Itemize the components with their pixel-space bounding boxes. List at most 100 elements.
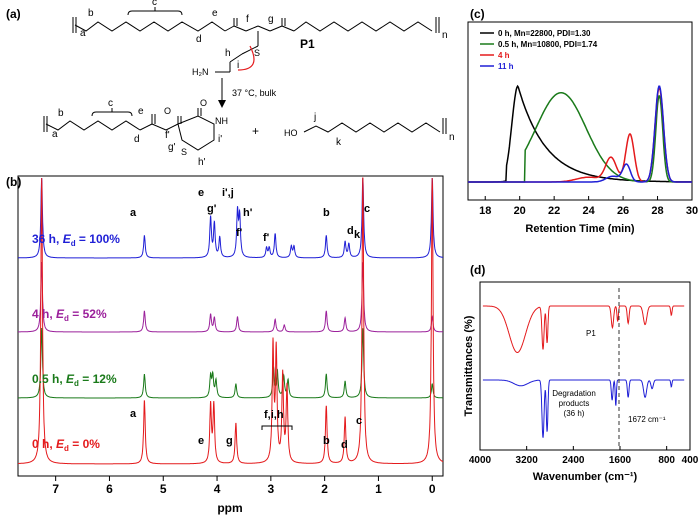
peak-g-36h: g' — [207, 203, 217, 215]
label-f-bottom: f' — [165, 130, 170, 141]
gpc-x-label: Retention Time (min) — [525, 223, 635, 235]
ftir-tick-label: 400 — [682, 455, 699, 466]
gpc-frame — [467, 21, 693, 201]
ftir-label-36h: (36 h) — [564, 409, 585, 418]
legend-05h: 0.5 h, Mn=10800, PDI=1.74 — [498, 40, 598, 49]
nmr-tick-label: 4 — [214, 482, 221, 496]
peak-b-36h: b — [323, 207, 330, 219]
peak-c-0h: c — [356, 415, 362, 427]
label-s-top: S — [254, 48, 260, 58]
gpc-trace-1 — [468, 91, 692, 183]
ftir-x-label: Wavenumber (cm⁻¹) — [533, 471, 638, 483]
nucleophilic-attack-arrow — [237, 45, 255, 71]
ftir-tick-label: 3200 — [516, 455, 539, 466]
label-e-bottom: e — [138, 106, 144, 117]
label-0h: 0 h, Ed = 0% — [32, 437, 100, 453]
peak-g-0h: g — [226, 435, 233, 447]
ftir-traces — [482, 305, 685, 438]
nmr-trace-1 — [18, 261, 443, 333]
panel-d-label: (d) — [470, 263, 485, 277]
nmr-frame — [17, 175, 444, 477]
plus-sign: + — [252, 124, 259, 138]
nmr-tick-label: 7 — [52, 482, 59, 496]
polymer-label-p1: P1 — [300, 37, 315, 51]
label-ho: HO — [284, 128, 298, 138]
peak-k-36h: k — [354, 229, 361, 241]
bracket-fih — [261, 425, 293, 430]
product-lactam — [43, 108, 215, 151]
peak-b-0h: b — [323, 435, 330, 447]
label-o-bottom: O — [164, 106, 171, 116]
legend-4h: 4 h — [498, 51, 510, 60]
nmr-trace-3 — [18, 177, 444, 465]
legend-0h: 0 h, Mn=22800, PDI=1.30 — [498, 29, 591, 38]
ftir-trace-1 — [482, 379, 685, 438]
top-polymer — [72, 7, 440, 73]
nmr-spectra — [18, 177, 444, 465]
gpc-tick-label: 20 — [514, 205, 526, 217]
gpc-trace-3 — [468, 85, 692, 183]
ftir-tick-label: 4000 — [469, 455, 492, 466]
panel-b: (b) 7 6 5 4 3 2 1 0 ppm 36 h, Ed = 100% 4 h, Ed… — [6, 175, 444, 515]
nmr-tick-label: 1 — [375, 482, 382, 496]
panel-c: (c) 18 20 22 24 26 28 30 Retention Time (min) … — [467, 7, 698, 235]
label-i-bottom: i' — [218, 134, 222, 145]
label-h-bottom: h' — [198, 157, 206, 168]
product-alcohol — [303, 118, 447, 134]
gpc-tick-label: 30 — [686, 205, 698, 217]
peak-d-36h: d — [347, 225, 354, 237]
nmr-tick-label: 2 — [321, 482, 328, 496]
label-f-top: f — [246, 14, 249, 25]
label-g-top: g — [268, 14, 274, 25]
gpc-tick-label: 26 — [617, 205, 629, 217]
peak-a-36h: a — [130, 207, 137, 219]
nmr-tick-label: 0 — [429, 482, 436, 496]
ftir-y-label: Transmittances (%) — [463, 315, 475, 416]
label-s-bottom: S — [181, 147, 187, 157]
peak-c-36h: c — [364, 203, 370, 215]
gpc-legend: 0 h, Mn=22800, PDI=1.30 0.5 h, Mn=10800,… — [480, 29, 598, 71]
peak-f1-36h: f' — [236, 227, 243, 239]
label-i-top: i — [237, 60, 239, 71]
label-a-bottom: a — [52, 129, 58, 140]
gpc-tick-label: 22 — [548, 205, 560, 217]
panel-a: (a) a b — [6, 0, 455, 168]
nmr-series-labels: 36 h, Ed = 100% 4 h, Ed = 52% 0.5 h, Ed … — [32, 232, 120, 453]
peak-fih-0h: f,i,h — [264, 409, 284, 421]
label-36h: 36 h, Ed = 100% — [32, 232, 120, 248]
label-d-top: d — [196, 34, 202, 45]
nmr-x-label: ppm — [217, 501, 242, 515]
ftir-tick-label: 800 — [658, 455, 675, 466]
ftir-label-p1: P1 — [586, 329, 596, 338]
ftir-label-band: 1672 cm⁻¹ — [628, 415, 666, 424]
nmr-annotations-36h: a e g' i',j f' h' f' b d k c — [130, 187, 370, 244]
reaction-condition: 37 °C, bulk — [232, 88, 277, 98]
label-b-top: b — [88, 8, 94, 19]
label-4h: 4 h, Ed = 52% — [32, 307, 107, 323]
gpc-trace-0 — [468, 84, 692, 183]
nmr-tick-label: 6 — [106, 482, 113, 496]
subscript-n-top: n — [442, 30, 448, 41]
label-c-top: c — [152, 0, 157, 8]
ftir-label-degradation: Degradation — [552, 389, 596, 398]
label-b-bottom: b — [58, 108, 64, 119]
ftir-tick-label: 1600 — [609, 455, 632, 466]
peak-e-0h: e — [198, 435, 204, 447]
ftir-tick-label: 2400 — [562, 455, 585, 466]
label-e-top: e — [212, 8, 218, 19]
label-k: k — [336, 137, 342, 148]
label-nh2: H₂N — [192, 67, 209, 77]
ftir-label-products: products — [559, 399, 590, 408]
nmr-x-axis: 7 6 5 4 3 2 1 0 — [52, 476, 436, 496]
label-h-top: h — [225, 48, 231, 59]
label-05h: 0.5 h, Ed = 12% — [32, 372, 117, 388]
peak-h-36h: h' — [243, 207, 253, 219]
label-carbonyl-o: O — [200, 98, 207, 108]
ftir-x-axis: 4000 3200 2400 1600 800 400 — [469, 446, 699, 466]
panel-d: (d) 4000 3200 2400 1600 800 400 Wavenumber (c… — [463, 263, 699, 483]
peak-a-0h: a — [130, 408, 137, 420]
peak-d-0h: d — [341, 439, 348, 451]
legend-11h: 11 h — [498, 62, 514, 71]
peak-e-36h: e — [198, 187, 204, 199]
